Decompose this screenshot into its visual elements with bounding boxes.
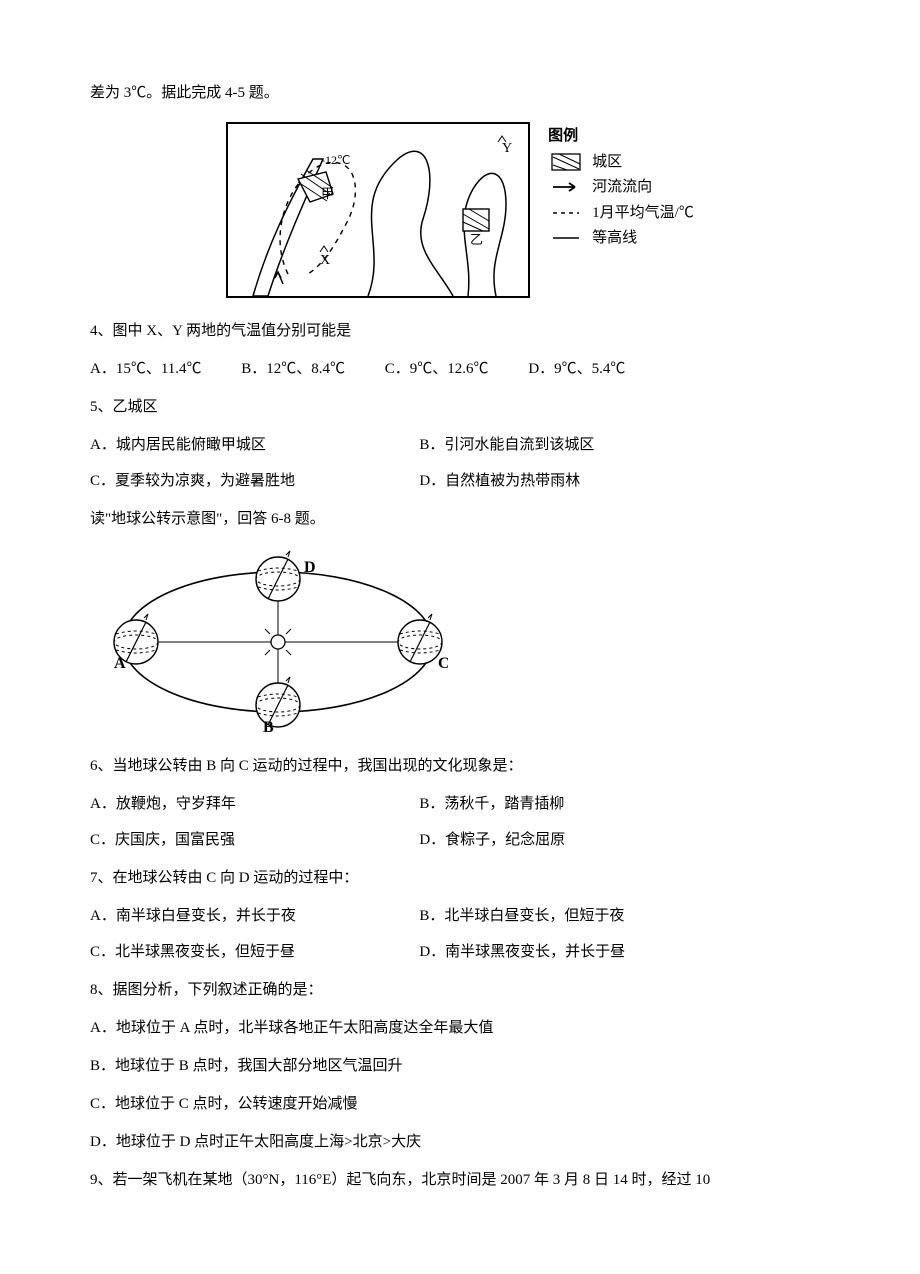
q7-stem: 7、在地球公转由 C 向 D 运动的过程中： <box>90 863 830 893</box>
dash-icon <box>548 204 584 222</box>
legend-label: 城区 <box>592 151 622 174</box>
legend-label: 1月平均气温/℃ <box>592 202 694 225</box>
intro-line: 差为 3℃。据此完成 4-5 题。 <box>90 78 830 108</box>
legend-label: 等高线 <box>592 227 637 250</box>
q4-opt-c: C．9℃、12.6℃ <box>385 354 489 384</box>
q5-opt-d: D．自然植被为热带雨林 <box>419 466 745 496</box>
q9-stem: 9、若一架飞机在某地（30°N，116°E）起飞向东，北京时间是 2007 年 … <box>90 1165 830 1195</box>
legend-item-contour: 等高线 <box>548 227 694 250</box>
question-4: 4、图中 X、Y 两地的气温值分别可能是 A．15℃、11.4℃ B．12℃、8… <box>90 316 830 384</box>
globe-c <box>398 614 442 664</box>
globe-d <box>256 551 300 601</box>
q8-opt-d: D．地球位于 D 点时正午太阳高度上海>北京>大庆 <box>90 1127 830 1157</box>
q6-stem: 6、当地球公转由 B 向 C 运动的过程中，我国出现的文化现象是： <box>90 751 830 781</box>
q7-opt-a: A．南半球白昼变长，并长于夜 <box>90 901 416 931</box>
figure-1: 甲 -12℃ X 乙 Y 图例 <box>90 122 830 298</box>
legend-label: 河流流向 <box>592 176 652 199</box>
q6-opt-b: B．荡秋千，踏青插柳 <box>419 789 745 819</box>
label-a: A <box>114 655 126 672</box>
q5-opt-c: C．夏季较为凉爽，为避暑胜地 <box>90 466 416 496</box>
map-svg: 甲 -12℃ X 乙 Y <box>226 122 530 298</box>
label-c: C <box>438 655 448 672</box>
arrow-icon <box>548 178 584 196</box>
legend-item-isotherm: 1月平均气温/℃ <box>548 202 694 225</box>
label-y: Y <box>502 141 512 156</box>
question-8: 8、据图分析，下列叙述正确的是： A．地球位于 A 点时，北半球各地正午太阳高度… <box>90 975 830 1157</box>
q6-opt-c: C．庆国庆，国富民强 <box>90 825 416 855</box>
question-7: 7、在地球公转由 C 向 D 运动的过程中： A．南半球白昼变长，并长于夜 B．… <box>90 863 830 967</box>
label-12c: -12℃ <box>321 153 350 167</box>
label-b: B <box>263 719 274 732</box>
question-6: 6、当地球公转由 B 向 C 运动的过程中，我国出现的文化现象是： A．放鞭炮，… <box>90 751 830 855</box>
q7-opt-d: D．南半球黑夜变长，并长于昼 <box>419 937 745 967</box>
q7-opt-b: B．北半球白昼变长，但短于夜 <box>419 901 745 931</box>
figure-2: A B C <box>108 542 830 743</box>
q7-opt-c: C．北半球黑夜变长，但短于昼 <box>90 937 416 967</box>
legend: 图例 城区 河流流向 <box>548 122 694 253</box>
legend-item-river: 河流流向 <box>548 176 694 199</box>
label-jia: 甲 <box>321 186 334 201</box>
q4-opt-d: D．9℃、5.4℃ <box>528 354 625 384</box>
legend-title: 图例 <box>548 125 578 148</box>
city-yi <box>463 209 489 231</box>
legend-item-city: 城区 <box>548 151 694 174</box>
q4-stem: 4、图中 X、Y 两地的气温值分别可能是 <box>90 316 830 346</box>
orbit-svg: A B C <box>108 542 448 732</box>
q8-opt-a: A．地球位于 A 点时，北半球各地正午太阳高度达全年最大值 <box>90 1013 830 1043</box>
q5-stem: 5、乙城区 <box>90 392 830 422</box>
q8-opt-b: B．地球位于 B 点时，我国大部分地区气温回升 <box>90 1051 830 1081</box>
q6-opt-a: A．放鞭炮，守岁拜年 <box>90 789 416 819</box>
line-icon <box>548 229 584 247</box>
q4-opt-b: B．12℃、8.4℃ <box>241 354 345 384</box>
q5-opt-b: B．引河水能自流到该城区 <box>419 430 745 460</box>
q5-opt-a: A．城内居民能俯瞰甲城区 <box>90 430 416 460</box>
mid-intro: 读"地球公转示意图"，回答 6-8 题。 <box>90 504 830 534</box>
label-x: X <box>320 253 330 268</box>
hatch-icon <box>548 153 584 171</box>
label-d: D <box>304 559 316 576</box>
q4-opt-a: A．15℃、11.4℃ <box>90 354 202 384</box>
q8-stem: 8、据图分析，下列叙述正确的是： <box>90 975 830 1005</box>
q6-opt-d: D．食粽子，纪念屈原 <box>419 825 745 855</box>
label-yi: 乙 <box>470 232 483 247</box>
question-5: 5、乙城区 A．城内居民能俯瞰甲城区 B．引河水能自流到该城区 C．夏季较为凉爽… <box>90 392 830 496</box>
q8-opt-c: C．地球位于 C 点时，公转速度开始减慢 <box>90 1089 830 1119</box>
